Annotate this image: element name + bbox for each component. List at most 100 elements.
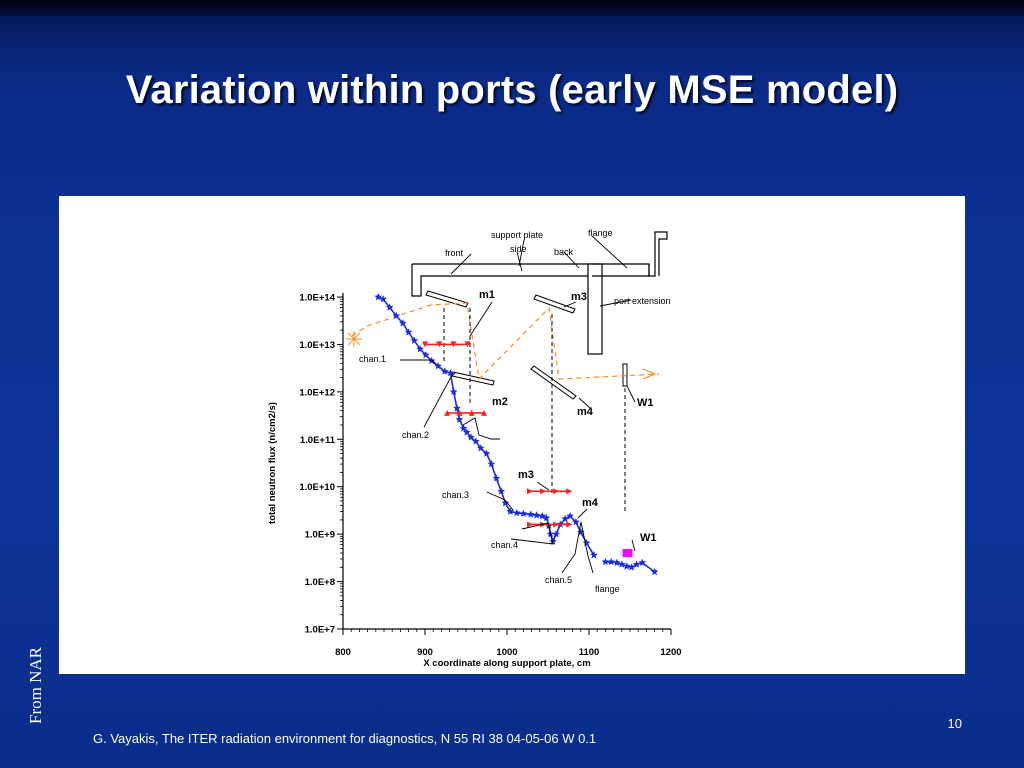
- diagram-leader-7: [563, 301, 577, 308]
- diagram-label: m2: [492, 396, 508, 408]
- diagram-label: m3: [571, 291, 587, 303]
- interval-marker: [456, 409, 463, 416]
- diagram-label: port extension: [614, 296, 671, 306]
- diagram-label: back: [554, 247, 574, 257]
- series-point: [617, 560, 626, 568]
- series-point: [532, 511, 541, 519]
- channel-label: chan.4: [491, 540, 518, 550]
- interval-marker: [464, 341, 471, 348]
- diagram-label: side: [510, 244, 527, 254]
- series-point: [449, 387, 458, 396]
- series-point: [404, 328, 413, 336]
- interval-label-m4: m4: [582, 497, 599, 509]
- series-point: [571, 517, 580, 526]
- channel-label: chan.3: [442, 490, 469, 500]
- y-tick-label: 1.0E+9: [305, 530, 335, 541]
- figure-panel: support plate flange front side back port ext…: [59, 196, 965, 674]
- flux-chart: support plate flange front side back port ext…: [267, 228, 682, 669]
- diagram-leader-8: [578, 397, 591, 409]
- diagram-leader-5: [599, 299, 632, 307]
- series-point: [434, 361, 443, 370]
- side-label-text: From NAR: [26, 647, 45, 724]
- y-tick-label: 1.0E+8: [305, 577, 335, 588]
- channel-label: chan.1: [359, 354, 386, 364]
- series-point: [467, 433, 475, 441]
- series-point: [385, 303, 394, 311]
- series-point: [476, 444, 485, 452]
- series-point: [482, 449, 491, 457]
- y-tick-label: 1.0E+10: [299, 482, 335, 493]
- series-point: [542, 513, 551, 522]
- series-point: [607, 557, 616, 566]
- interval-marker: [468, 409, 475, 416]
- marker-W1: [622, 549, 633, 558]
- interval-marker: [553, 488, 560, 495]
- top-band: [0, 0, 1024, 16]
- series-point: [462, 428, 471, 436]
- mirror-m4: [530, 365, 577, 400]
- channel-leader: [561, 521, 594, 574]
- diagram-leader-2: [450, 253, 472, 275]
- series-point: [492, 474, 501, 482]
- x-tick-label: 1000: [496, 647, 517, 658]
- interval-leader-m4: [577, 508, 588, 519]
- y-axis-title: total neutron flux (n/cm2/s): [267, 402, 278, 524]
- diagram-leader-4: [563, 251, 580, 269]
- slide-title: Variation within ports (early MSE model): [125, 68, 899, 112]
- y-tick-label: 1.0E+13: [299, 340, 335, 351]
- interval-marker: [450, 341, 457, 348]
- diagram-label: m4: [577, 406, 594, 418]
- interval-marker: [566, 521, 573, 528]
- series-point: [506, 507, 515, 515]
- diagram-leader-9: [626, 385, 636, 403]
- series-point: [459, 424, 468, 432]
- interval-leader-m3: [536, 481, 550, 491]
- beam-arrowhead: [642, 368, 657, 380]
- interval-marker: [553, 521, 560, 528]
- series-point: [582, 538, 591, 547]
- diagram-leader-1: [591, 235, 628, 269]
- interval-marker: [422, 341, 428, 348]
- optical-beam-path: [351, 302, 660, 381]
- x-tick-label: 900: [417, 647, 433, 658]
- interval-marker: [436, 341, 443, 348]
- series-point: [638, 558, 647, 567]
- series-point: [601, 557, 610, 566]
- slide-number: 10: [947, 716, 962, 731]
- interval-label-m3: m3: [518, 469, 534, 481]
- series-point: [471, 437, 480, 445]
- series-point: [455, 415, 464, 423]
- diagram-leader-6: [469, 301, 493, 337]
- series-point: [421, 350, 430, 359]
- diagram-label: support plate: [491, 230, 543, 240]
- y-tick-label: 1.0E+11: [300, 435, 336, 446]
- series-point: [552, 530, 561, 538]
- series-point: [519, 509, 528, 518]
- series-point: [410, 336, 419, 345]
- support-plate-schematic: [346, 231, 668, 514]
- diagram-label: front: [445, 248, 464, 258]
- series-point: [590, 551, 598, 559]
- series-point: [487, 459, 496, 468]
- series-point: [512, 508, 521, 517]
- interval-leader-w1: [631, 539, 636, 552]
- series-point: [392, 311, 401, 320]
- flange-lip-outline: [592, 264, 650, 277]
- interval-marker: [526, 521, 533, 528]
- support-plate-outline: [411, 263, 593, 297]
- interval-marker: [540, 488, 547, 495]
- interval-marker: [444, 409, 451, 416]
- x-axis-title: X coordinate along support plate, cm: [423, 658, 590, 669]
- series-point: [622, 562, 631, 570]
- diagram-label: flange: [588, 228, 613, 238]
- series-point: [566, 511, 575, 520]
- series-line-0: [377, 296, 595, 556]
- channel-label: chan.5: [545, 575, 572, 585]
- series-point: [398, 319, 407, 327]
- footer-citation: G. Vayakis, The ITER radiation environme…: [93, 731, 597, 746]
- mirror-m3: [533, 294, 576, 314]
- diagram-label: m1: [479, 289, 495, 301]
- diagram-leader-3: [516, 251, 523, 272]
- channel-label: chan.2: [402, 430, 429, 440]
- series-point: [561, 514, 570, 523]
